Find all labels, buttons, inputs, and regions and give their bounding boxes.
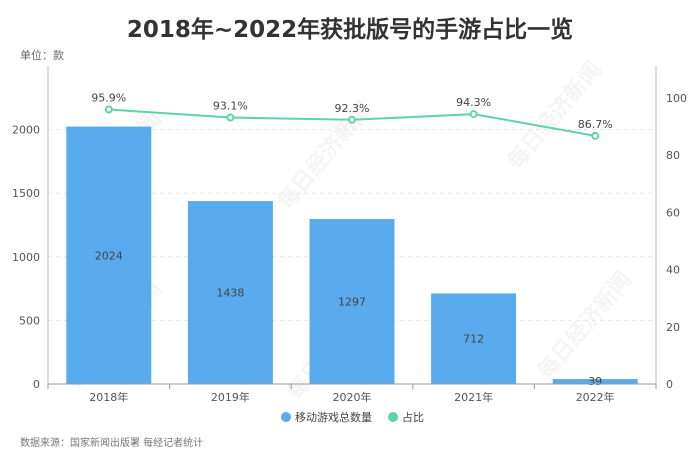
bar-value-label: 39 — [588, 375, 602, 388]
ratio-point — [104, 105, 113, 114]
watermark-text: 每日经济新闻 — [502, 57, 607, 175]
y-right-tick-label: 60 — [666, 206, 680, 219]
bar-2018年 — [66, 126, 152, 384]
x-tick-label: 2022年 — [576, 390, 615, 404]
bar-value-label: 712 — [463, 333, 484, 346]
ratio-point-label: 94.3% — [456, 96, 491, 109]
bar-labels: 2024 1438 1297 712 39 — [95, 249, 602, 388]
chart-title: 2018年~2022年获批版号的手游占比一览 — [127, 16, 573, 43]
bar-2019年 — [187, 201, 273, 384]
source-note: 数据来源：国家新闻出版署 每经记者统计 — [20, 436, 203, 449]
ratio-point — [348, 115, 356, 124]
bar-series — [66, 126, 638, 384]
legend-label-bars: 移动游戏总数量 — [295, 410, 372, 424]
bar-2022年 — [552, 379, 638, 384]
legend-marker-bars — [281, 412, 291, 422]
y-right-tick-label: 40 — [666, 264, 680, 277]
legend-label-line: 占比 — [402, 410, 424, 424]
x-tick-label: 2021年 — [454, 390, 493, 404]
x-tick-label: 2018年 — [89, 390, 128, 404]
y-left-tick-label: 1500 — [12, 187, 40, 200]
bar-value-label: 1297 — [338, 296, 366, 309]
y-left-tick-label: 1000 — [12, 251, 40, 264]
bar-2021年 — [431, 293, 517, 384]
ratio-point — [469, 110, 478, 119]
line-series: 95.9% 93.1% 92.3% 94.3% 86.7% — [91, 92, 613, 140]
bar-value-label: 1438 — [216, 287, 244, 300]
unit-label: 单位：款 — [20, 48, 64, 62]
ratio-point — [226, 113, 235, 122]
bar-value-label: 2024 — [95, 249, 123, 262]
y-right-tick-label: 0 — [666, 378, 673, 391]
legend: 移动游戏总数量 占比 — [281, 410, 424, 424]
axes: 0 500 1000 1500 2000 0 20 40 60 80 100 2018年 2019年 20… — [12, 66, 687, 404]
y-left-tick-label: 500 — [19, 314, 40, 327]
bar-2020年 — [309, 219, 395, 384]
y-left-tick-label: 0 — [33, 378, 40, 391]
watermark-text: 每日经济新闻 — [532, 267, 637, 385]
y-right-tick-label: 80 — [666, 149, 680, 162]
x-tick-label: 2020年 — [333, 390, 372, 404]
y-left-tick-label: 2000 — [12, 124, 40, 137]
legend-marker-line — [388, 412, 398, 422]
ratio-point-label: 95.9% — [91, 92, 126, 105]
x-tick-label: 2019年 — [211, 390, 250, 404]
y-right-tick-label: 100 — [666, 92, 687, 105]
ratio-point-label: 92.3% — [335, 102, 370, 115]
ratio-point-label: 86.7% — [578, 118, 613, 131]
ratio-point-label: 93.1% — [213, 100, 248, 113]
ratio-point — [591, 131, 600, 140]
y-right-tick-label: 20 — [666, 321, 680, 334]
